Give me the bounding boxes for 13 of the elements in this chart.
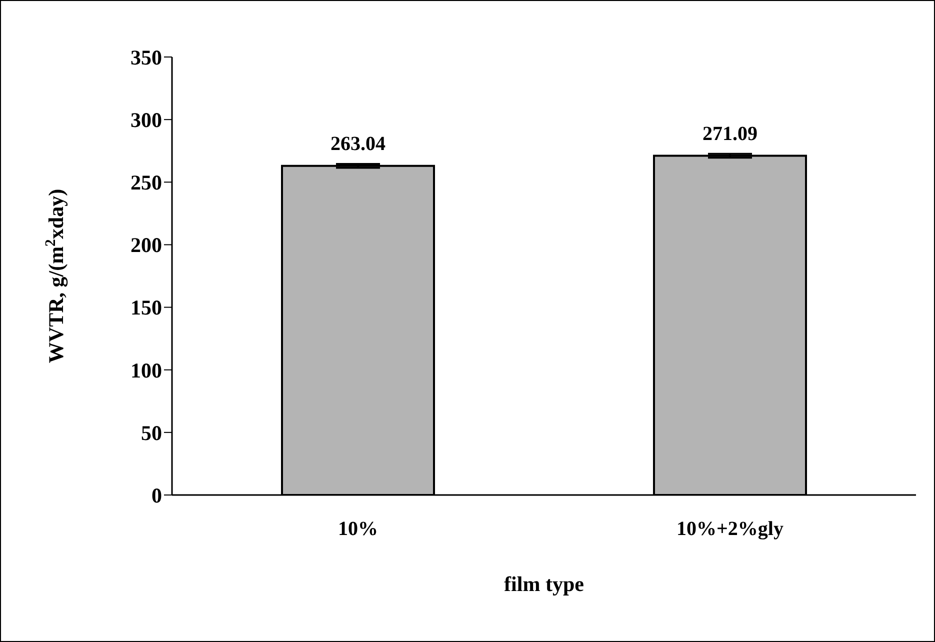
x-tick-label: 10%+2%gly [676, 518, 784, 540]
y-tick-label: 200 [130, 233, 162, 258]
y-tick-label: 300 [130, 108, 162, 132]
data-label: 271.09 [702, 122, 758, 145]
y-tick-label: 150 [130, 296, 162, 320]
y-tick-label: 350 [130, 45, 162, 70]
y-tick-label: 0 [152, 483, 162, 508]
y-tick-label: 50 [141, 420, 162, 445]
x-tick-label: 10% [338, 518, 378, 540]
y-tick-label: 250 [130, 170, 162, 195]
x-axis-title: film type [504, 572, 584, 596]
data-label: 263.04 [330, 132, 386, 155]
y-tick-label: 100 [130, 358, 162, 382]
